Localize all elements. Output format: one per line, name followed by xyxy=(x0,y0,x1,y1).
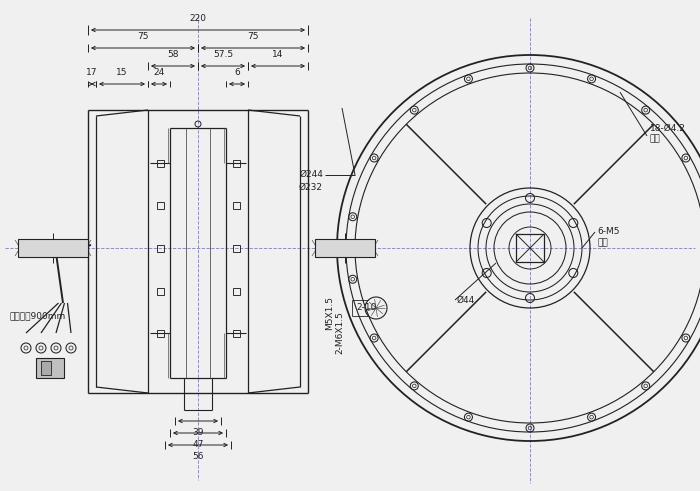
Text: 57.5: 57.5 xyxy=(213,50,233,59)
Bar xyxy=(232,329,239,336)
Bar xyxy=(157,245,164,251)
Text: 17: 17 xyxy=(86,68,98,77)
Bar xyxy=(157,201,164,209)
Text: 39: 39 xyxy=(193,428,204,437)
Text: 56: 56 xyxy=(193,452,204,461)
Text: 15: 15 xyxy=(116,68,127,77)
Text: 47: 47 xyxy=(193,440,204,449)
Text: 均布: 均布 xyxy=(650,135,661,143)
Bar xyxy=(232,160,239,166)
Text: 出线长：900mm: 出线长：900mm xyxy=(10,311,66,321)
Bar xyxy=(232,288,239,295)
Text: 6: 6 xyxy=(234,68,240,77)
Bar xyxy=(232,245,239,251)
Text: 24: 24 xyxy=(153,68,164,77)
Bar xyxy=(157,329,164,336)
Bar xyxy=(36,358,64,378)
Text: 均布: 均布 xyxy=(597,239,608,247)
Bar xyxy=(232,201,239,209)
Bar xyxy=(157,160,164,166)
Text: Ø232: Ø232 xyxy=(299,183,323,191)
Bar xyxy=(18,239,88,257)
Bar xyxy=(315,239,375,257)
Text: 2-M6X1.5: 2-M6X1.5 xyxy=(335,312,344,355)
Text: 18-Ø4.2: 18-Ø4.2 xyxy=(650,124,686,133)
Text: M5X1.5: M5X1.5 xyxy=(326,296,335,330)
Text: 6-M5: 6-M5 xyxy=(597,227,620,237)
Bar xyxy=(157,288,164,295)
Bar xyxy=(41,361,51,375)
Text: Ø44: Ø44 xyxy=(457,296,475,304)
Text: 75: 75 xyxy=(137,32,148,41)
Text: 58: 58 xyxy=(167,50,178,59)
Text: Ø244: Ø244 xyxy=(299,169,323,179)
Text: 75: 75 xyxy=(247,32,259,41)
Text: 2-10: 2-10 xyxy=(356,303,377,312)
Text: 220: 220 xyxy=(190,14,206,23)
Text: 14: 14 xyxy=(272,50,284,59)
